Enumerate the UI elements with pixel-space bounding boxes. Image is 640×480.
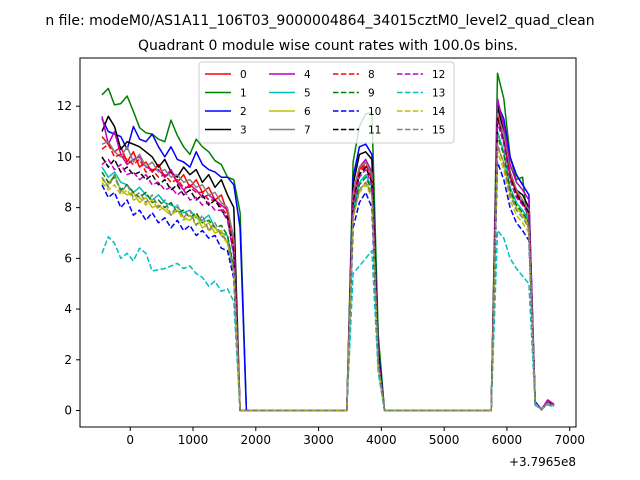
legend-label-11: 11 bbox=[368, 125, 381, 137]
legend-label-3: 3 bbox=[240, 125, 247, 137]
legend-label-13: 13 bbox=[432, 88, 445, 100]
x-tick-label: 4000 bbox=[366, 433, 397, 447]
series-line-15 bbox=[101, 143, 555, 412]
y-tick-label: 10 bbox=[57, 150, 72, 164]
x-axis-offset-label: +3.7965e8 bbox=[509, 455, 576, 469]
legend-label-2: 2 bbox=[240, 106, 247, 118]
legend-label-4: 4 bbox=[304, 69, 311, 81]
x-tick-label: 7000 bbox=[554, 433, 585, 447]
y-tick-label: 0 bbox=[64, 404, 72, 418]
legend-label-15: 15 bbox=[432, 125, 445, 137]
y-tick-label: 4 bbox=[64, 302, 72, 316]
legend-label-9: 9 bbox=[368, 88, 375, 100]
legend-label-12: 12 bbox=[432, 69, 445, 81]
x-tick-label: 5000 bbox=[429, 433, 460, 447]
chart-title: Quadrant 0 module wise count rates with … bbox=[138, 38, 518, 54]
x-tick-label: 1000 bbox=[178, 433, 209, 447]
y-tick-label: 6 bbox=[64, 251, 72, 265]
x-tick-label: 0 bbox=[126, 433, 134, 447]
y-axis: 0 2 4 6 8 10 12 bbox=[57, 99, 80, 418]
legend-label-6: 6 bbox=[304, 106, 311, 118]
axes-frame bbox=[79, 57, 577, 428]
legend-label-7: 7 bbox=[304, 125, 311, 137]
legend-label-0: 0 bbox=[240, 69, 247, 81]
x-tick-label: 2000 bbox=[241, 433, 272, 447]
x-tick-label: 6000 bbox=[492, 433, 523, 447]
legend-label-5: 5 bbox=[304, 88, 311, 100]
y-tick-label: 8 bbox=[64, 201, 72, 215]
x-tick-label: 3000 bbox=[303, 433, 334, 447]
y-tick-label: 2 bbox=[64, 353, 72, 367]
legend-label-10: 10 bbox=[368, 106, 381, 118]
legend-label-14: 14 bbox=[432, 106, 446, 118]
legend-label-1: 1 bbox=[240, 88, 247, 100]
x-axis: 0 1000 2000 3000 4000 5000 6000 7000 bbox=[126, 427, 585, 447]
legend-label-8: 8 bbox=[368, 69, 375, 81]
y-tick-label: 12 bbox=[57, 99, 72, 113]
legend-frame bbox=[198, 61, 455, 144]
series-group bbox=[101, 72, 555, 412]
figure-suptitle: n file: modeM0/AS1A11_106T03_9000004864_… bbox=[45, 13, 594, 29]
